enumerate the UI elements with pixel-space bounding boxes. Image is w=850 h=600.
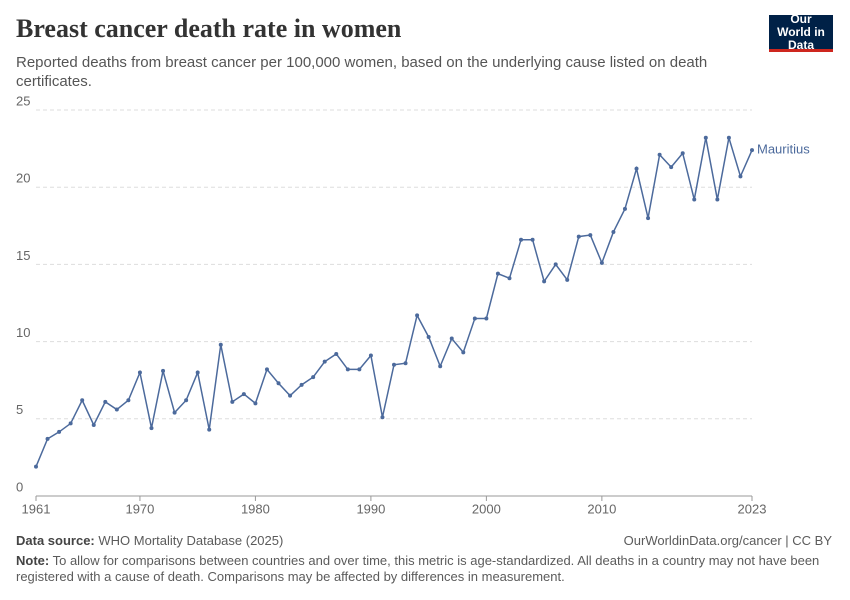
source: Data source: WHO Mortality Database (202… [16, 533, 283, 548]
point [207, 427, 212, 432]
point [738, 174, 743, 179]
x-tick-label: 1961 [22, 501, 51, 516]
point [230, 399, 235, 404]
point [195, 370, 200, 375]
point [380, 415, 385, 420]
y-tick-label: 15 [16, 248, 30, 263]
point [438, 364, 443, 369]
point [530, 237, 535, 242]
point [368, 353, 373, 358]
point [45, 436, 50, 441]
point [715, 197, 720, 202]
chart: 0 5 10 15 20 25 1961 1970 1980 1990 2000 2010 2023 Ma… [16, 95, 810, 516]
y-tick-label: 20 [16, 171, 30, 186]
x-tick-label: 2000 [472, 501, 501, 516]
note-label: Note: [16, 553, 50, 568]
point [218, 342, 223, 347]
source-label: Data source: [16, 533, 95, 548]
point [692, 197, 697, 202]
point [311, 375, 316, 380]
point [622, 206, 627, 211]
point [253, 401, 258, 406]
point [392, 362, 396, 367]
point [241, 392, 246, 397]
point [634, 166, 639, 171]
point [161, 368, 166, 373]
point [519, 237, 524, 242]
point [149, 426, 154, 431]
point [137, 370, 142, 375]
point [680, 151, 685, 156]
point [184, 398, 189, 403]
point [703, 135, 708, 140]
point [599, 260, 604, 265]
x-tick-label: 2010 [587, 501, 616, 516]
y-tick-label: 10 [16, 325, 30, 340]
note-text: To allow for comparisons between countri… [16, 553, 820, 584]
point [669, 165, 674, 170]
point [299, 382, 304, 387]
point [565, 277, 570, 282]
logo[interactable]: Our World in Data [769, 12, 833, 52]
point [426, 334, 431, 339]
point [80, 398, 85, 403]
point [750, 148, 754, 153]
point [415, 313, 420, 318]
point [507, 276, 512, 281]
point [449, 336, 454, 341]
point [114, 407, 119, 412]
note: Note: To allow for comparisons between c… [16, 553, 826, 585]
point [611, 229, 616, 234]
point [126, 398, 131, 403]
point [484, 316, 489, 321]
point [34, 464, 38, 469]
x-tick-label: 1970 [125, 501, 154, 516]
point [461, 350, 466, 355]
point [276, 381, 281, 386]
source-text: WHO Mortality Database (2025) [98, 533, 284, 548]
point [495, 271, 500, 276]
point [91, 422, 96, 427]
point [472, 316, 477, 321]
point [288, 393, 293, 398]
url[interactable]: OurWorldinData.org/cancer | CC BY [623, 533, 832, 548]
y-tick-label: 5 [16, 402, 23, 417]
point [264, 367, 269, 372]
point [357, 367, 362, 372]
point [542, 279, 547, 284]
point [657, 152, 662, 157]
x-tick-label: 1990 [356, 501, 385, 516]
y-tick-label: 25 [16, 95, 30, 108]
point [334, 351, 339, 356]
point [403, 361, 408, 366]
point [322, 359, 327, 364]
point [103, 399, 108, 404]
point [726, 135, 731, 140]
y-tick-label: 0 [16, 479, 23, 494]
chart-subtitle: Reported deaths from breast cancer per 1… [16, 54, 708, 90]
point [172, 410, 177, 415]
x-tick-label: 2023 [738, 501, 767, 516]
point [68, 421, 73, 426]
point [588, 233, 593, 238]
point [576, 234, 581, 239]
series-label: Mauritius [757, 142, 810, 157]
point [553, 262, 558, 267]
point [646, 216, 651, 221]
chart-title: Breast cancer death rate in women [16, 14, 402, 43]
point [57, 429, 62, 434]
point [345, 367, 350, 372]
x-tick-label: 1980 [241, 501, 270, 516]
